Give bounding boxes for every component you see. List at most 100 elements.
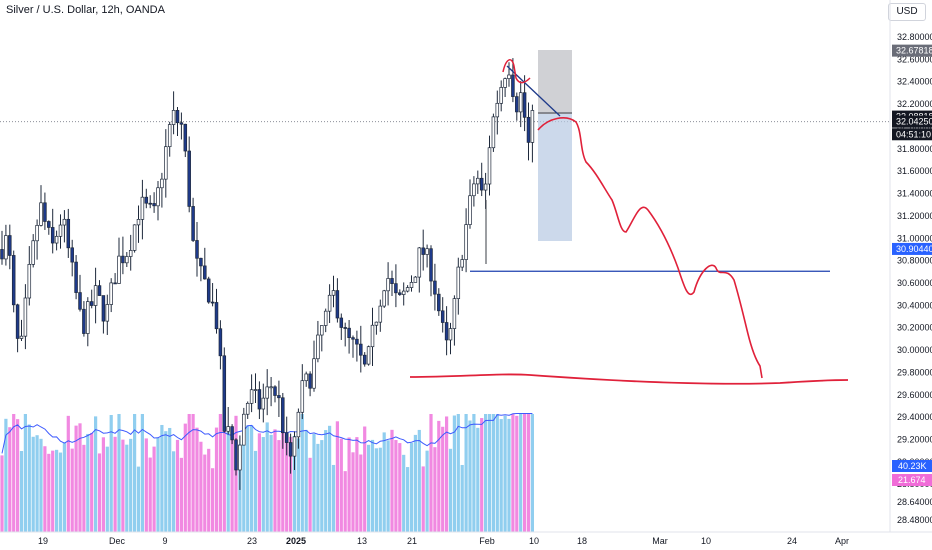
volume-bar (55, 449, 59, 532)
volume-bar (12, 414, 16, 532)
volume-bar (277, 440, 281, 532)
candle-body (54, 235, 59, 244)
candle-body (78, 292, 82, 310)
candle-body (507, 74, 511, 80)
volume-bar (265, 422, 269, 532)
time-tick-label: Feb (479, 536, 495, 546)
candle-body (444, 322, 449, 341)
candle-body (0, 249, 4, 260)
volume-bar (335, 421, 339, 532)
candle-body (370, 324, 375, 348)
candle-body (464, 224, 468, 260)
volume-bar (62, 442, 66, 532)
candle-body (62, 218, 67, 226)
candle-body (105, 304, 110, 322)
volume-bar (66, 415, 70, 532)
candle-body (378, 305, 383, 323)
time-axis[interactable]: 19 Dec 9 23 2025 13 21 Feb 10 18 Mar 10 24 Apr (0, 531, 932, 546)
volume-bar (386, 440, 390, 532)
candle-body (253, 389, 258, 391)
volume-bar (214, 427, 219, 532)
candle-body (518, 92, 523, 113)
volume-bar (456, 414, 460, 532)
volume-bar (133, 414, 137, 532)
time-tick-label: Mar (652, 536, 668, 546)
price-axis[interactable]: 32.8000032.6000032.4000032.2000032.00000… (889, 0, 932, 532)
candle-body (312, 358, 316, 389)
volume-bar (273, 429, 277, 532)
volume-bar (515, 415, 519, 532)
drawings (409, 59, 849, 385)
volume-bar (269, 434, 273, 532)
candle-body (273, 386, 277, 396)
volume-bar (101, 437, 105, 532)
volume-bar (460, 464, 464, 532)
volume-bar (136, 466, 141, 532)
volume-bar (324, 430, 328, 532)
candle-body (483, 183, 488, 191)
volume-bar (339, 438, 343, 532)
price-tag-label: 04:51:10 (896, 129, 931, 139)
candle-body (226, 426, 230, 432)
price-tick-label: 31.40000 (897, 189, 932, 199)
volume-bar (129, 438, 133, 532)
candle-body (526, 116, 531, 143)
volume-bar (484, 414, 488, 532)
volume-bar (156, 437, 160, 532)
price-tick-label: 28.64000 (897, 497, 932, 507)
candle-body (152, 203, 156, 207)
candle-body (214, 302, 219, 330)
volume-bar (250, 425, 254, 532)
volume-bar (304, 429, 308, 532)
volume-bar (191, 414, 195, 532)
candle-body (179, 122, 184, 125)
candle-body (23, 297, 28, 337)
volume-bar (257, 433, 261, 532)
volume-bar (394, 440, 398, 532)
volume-bar (58, 452, 63, 532)
volume-bar (374, 448, 378, 532)
candle-body (132, 224, 137, 251)
volume-bar (491, 414, 495, 532)
candle-body (113, 282, 117, 285)
volume-bar (86, 433, 90, 532)
volume-bar (31, 436, 35, 532)
candle-body (187, 150, 191, 207)
volume-bar (507, 418, 511, 532)
candle-body (109, 282, 113, 305)
candle-body (19, 335, 24, 339)
candle-body (292, 436, 297, 457)
time-tick-label: 19 (38, 536, 48, 546)
candle-body (140, 196, 145, 220)
candle-body (117, 255, 121, 284)
candle-body (269, 386, 273, 389)
currency-button[interactable]: USD (888, 3, 926, 21)
candle-body (128, 250, 133, 257)
candle-body (456, 266, 461, 299)
volume-bar (359, 454, 363, 532)
volume-bar (292, 435, 297, 532)
volume-bar (495, 414, 499, 532)
volume-bar (316, 443, 320, 532)
candle-body (93, 285, 98, 306)
candle-body (39, 202, 43, 226)
volume-bar (437, 420, 441, 532)
candle-body (74, 261, 78, 293)
price-tick-label: 30.40000 (897, 300, 932, 310)
target-zone-upper (538, 50, 572, 114)
volume-bar (94, 416, 98, 532)
candle-body (390, 278, 394, 284)
candle-body (218, 328, 223, 357)
volume-bar (242, 440, 246, 532)
volume-bar (487, 414, 492, 532)
volume-bar (421, 466, 425, 532)
top-annotation-red (502, 59, 531, 84)
candle-body (156, 187, 160, 207)
volume-bar (74, 425, 78, 532)
volume-bar (331, 464, 336, 532)
price-tick-label: 29.80000 (897, 367, 932, 377)
candle-body (148, 202, 152, 205)
candle-body (11, 255, 16, 306)
price-tick-label: 29.20000 (897, 435, 932, 445)
